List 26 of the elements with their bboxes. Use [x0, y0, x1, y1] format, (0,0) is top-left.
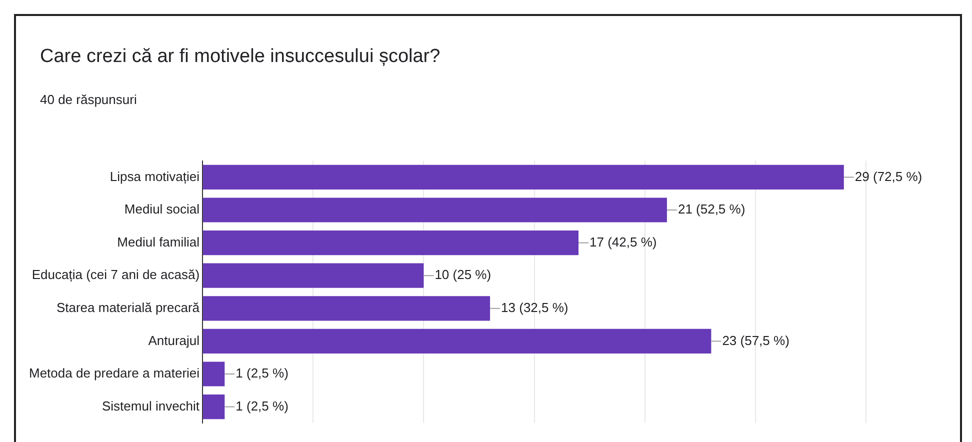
y-tick-label: Mediul social [124, 202, 200, 217]
y-tick-label: Anturajul [148, 332, 200, 348]
y-tick-label: Mediul familial [117, 234, 200, 250]
bar [203, 164, 844, 190]
text: 40 de răspunsuri [40, 92, 137, 107]
data-label: 1 (2,5 %) [236, 366, 288, 381]
data-label: 17 (42,5 %) [590, 234, 657, 250]
data-label: 21 (52,5 %) [678, 202, 746, 217]
y-tick-label: Metoda de predare a materiei [28, 366, 200, 381]
bar [203, 198, 667, 222]
data-label: 1 (2,5 %) [236, 398, 288, 414]
y-tick-label: Educația (cei 7 ani de acasă) [32, 267, 200, 282]
data-label: 29 (72,5 %) [854, 168, 922, 184]
bar [203, 230, 578, 256]
data-label: 23 (57,5 %) [722, 332, 790, 348]
data-label: 10 (25 %) [434, 267, 492, 282]
y-tick-label: Lipsa motivației [110, 168, 200, 184]
y-tick-label: Sistemul invechit [102, 398, 200, 414]
bar [203, 362, 225, 386]
chart-title: Care crezi că ar fi motivele insuccesului școlar? [40, 46, 440, 68]
bar [203, 263, 424, 288]
bar [203, 394, 225, 420]
bar [203, 328, 712, 354]
bar [203, 296, 490, 321]
y-tick-label: Starea materială precară [56, 300, 200, 315]
data-label: 13 (32,5 %) [501, 300, 568, 315]
